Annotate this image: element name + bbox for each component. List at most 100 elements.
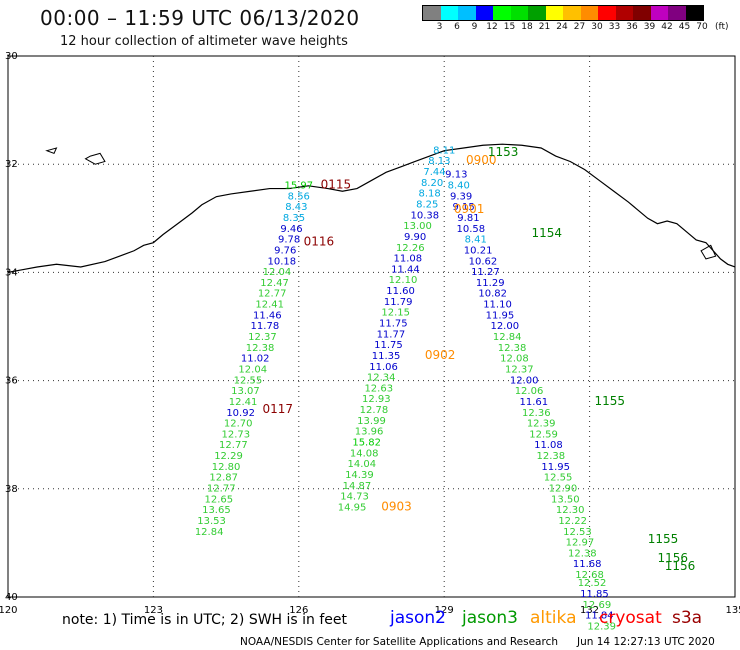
legend-swatch (545, 6, 563, 20)
pass-time-label: 1155 (648, 532, 679, 546)
wave-height-value: 9.46 (280, 224, 302, 235)
wave-height-value: 13.99 (357, 416, 386, 427)
legend-label: 27 (573, 22, 586, 32)
wave-height-value: 15.97 (284, 181, 313, 192)
wave-height-value: 12.69 (583, 600, 612, 611)
wave-height-value: 13.96 (355, 427, 384, 438)
legend-label: 36 (626, 22, 638, 32)
wave-height-value: 10.21 (464, 245, 493, 256)
wave-height-value: 13.07 (231, 386, 260, 397)
wave-height-value: 8.25 (416, 199, 438, 210)
wave-height-value: 10.62 (469, 256, 498, 267)
wave-height-value: 10.82 (478, 289, 507, 300)
pass-time-label: 0117 (262, 402, 293, 416)
wave-height-value: 12.39 (527, 419, 556, 430)
pass-time-label: 1153 (488, 145, 519, 159)
pass-time-label: 0115 (321, 178, 352, 192)
wave-height-value: 11.78 (251, 321, 280, 332)
legend-label: 24 (556, 22, 568, 32)
latitude-tick-label: 32 (5, 159, 18, 170)
wave-height-value: 12.04 (238, 364, 267, 375)
wave-height-value: 10.92 (226, 408, 255, 419)
wave-height-value: 9.76 (274, 245, 296, 256)
wave-height-value: 12.10 (389, 275, 418, 286)
generated-timestamp: Jun 14 12:27:13 UTC 2020 (577, 636, 715, 648)
map-frame (7, 55, 736, 598)
legend-label: 42 (661, 22, 673, 32)
legend-swatch (458, 6, 476, 20)
wave-height-value: 11.95 (541, 462, 570, 473)
map-subtitle: 12 hour collection of altimeter wave hei… (60, 34, 348, 49)
legend-swatch (685, 6, 703, 20)
wave-height-value: 12.73 (221, 429, 250, 440)
legend-swatch (510, 6, 528, 20)
wave-height-value: 11.75 (379, 319, 408, 330)
wave-height-value: 8.11 (433, 145, 455, 156)
legend-swatch (528, 6, 546, 20)
wave-height-value: 11.35 (372, 351, 401, 362)
wave-height-value: 11.95 (486, 310, 515, 321)
wave-height-value: 8.43 (285, 202, 307, 213)
wave-height-value: 11.84 (585, 611, 614, 622)
wave-height-value: 9.15 (452, 202, 474, 213)
wave-height-value: 9.81 (457, 213, 479, 224)
wave-height-value: 12.47 (260, 278, 289, 289)
wave-height-value: 12.38 (498, 343, 527, 354)
wave-height-value: 12.41 (229, 397, 258, 408)
wave-height-value: 12.38 (537, 451, 566, 462)
satellite-label-altika: altika (530, 608, 577, 628)
pass-time-label: 0901 (454, 202, 485, 216)
legend-swatch (563, 6, 581, 20)
wave-height-value: 11.29 (476, 278, 505, 289)
legend-swatch (668, 6, 686, 20)
wave-height-value: 12.93 (362, 394, 391, 405)
wave-height-value: 12.80 (212, 462, 241, 473)
satellite-label-jason2: jason2 (390, 608, 446, 628)
wave-height-value: 12.55 (234, 375, 263, 386)
wave-height-value: 12.34 (367, 373, 396, 384)
wave-height-value: 11.61 (520, 397, 549, 408)
wave-height-value: 14.95 (338, 502, 367, 513)
wave-height-value: 12.84 (493, 332, 522, 343)
legend-swatch (615, 6, 633, 20)
pass-time-label: 0902 (425, 348, 456, 362)
wave-height-value: 11.46 (253, 310, 282, 321)
wave-height-value: 12.78 (360, 405, 389, 416)
wave-height-value: 11.68 (573, 559, 602, 570)
pass-time-label: 0116 (304, 234, 335, 248)
wave-height-value: 10.18 (268, 256, 297, 267)
latitude-tick-label: 40 (5, 592, 18, 603)
wave-height-value: 11.02 (241, 354, 270, 365)
wave-height-value: 8.13 (428, 156, 450, 167)
wave-height-value: 12.15 (381, 308, 410, 319)
wave-height-value: 8.20 (421, 178, 443, 189)
pass-time-label: 1156 (665, 559, 696, 573)
legend-swatch (633, 6, 651, 20)
legend-label: 15 (503, 22, 516, 32)
wave-height-value: 13.50 (551, 494, 580, 505)
wave-height-value: 12.08 (500, 354, 529, 365)
wave-height-value: 11.85 (580, 589, 609, 600)
legend-swatch (580, 6, 598, 20)
pass-time-label: 0903 (381, 499, 412, 513)
wave-height-value: 11.10 (483, 300, 512, 311)
latitude-tick-label: 38 (5, 484, 18, 495)
wave-height-value: 11.60 (386, 286, 415, 297)
wave-height-value: 12.37 (505, 364, 534, 375)
wave-height-value: 9.13 (445, 170, 467, 181)
island-outline (45, 147, 58, 155)
legend-label: 6 (454, 22, 460, 32)
wave-height-value: 12.06 (515, 386, 544, 397)
longitude-tick-label: 123 (144, 605, 163, 616)
longitude-tick-label: 129 (435, 605, 454, 616)
wave-height-value: 11.27 (471, 267, 500, 278)
wave-height-value: 12.55 (544, 473, 573, 484)
legend-label: 39 (643, 22, 656, 32)
wave-height-value: 14.04 (347, 459, 376, 470)
wave-height-value: 9.78 (278, 235, 300, 246)
wave-height-value: 14.39 (345, 470, 374, 481)
map-title: 00:00 – 11:59 UTC 06/13/2020 (40, 6, 360, 30)
wave-height-value: 12.68 (575, 570, 604, 581)
wave-height-value: 13.53 (197, 516, 226, 527)
